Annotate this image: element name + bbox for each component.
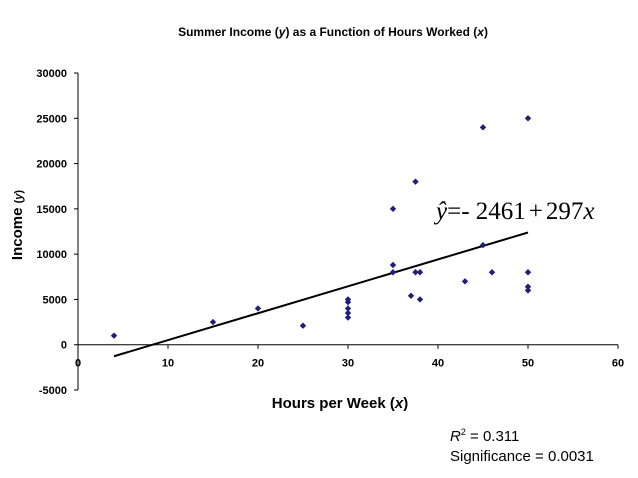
data-point bbox=[416, 296, 424, 303]
title-part-1: Summer Income ( bbox=[178, 25, 279, 39]
data-point bbox=[488, 269, 496, 276]
data-point bbox=[389, 261, 397, 269]
x-tick-label: 20 bbox=[252, 358, 264, 370]
data-point bbox=[412, 178, 419, 185]
y-tick-label: 10000 bbox=[36, 249, 67, 261]
x-tick-label: 60 bbox=[612, 358, 624, 370]
equation-coef: 297 bbox=[546, 198, 584, 225]
data-point bbox=[524, 287, 532, 294]
y-tick-label: 15000 bbox=[36, 204, 67, 216]
data-point bbox=[407, 292, 415, 300]
equation-var: x bbox=[582, 198, 594, 225]
data-point bbox=[461, 278, 469, 285]
title-y-var: y bbox=[278, 25, 287, 39]
data-point bbox=[110, 332, 118, 339]
r-squared: R2 = 0.311 bbox=[450, 422, 594, 447]
y-axis-label: Income (y) bbox=[9, 190, 26, 260]
xlabel-text: Hours per Week ( bbox=[272, 395, 395, 412]
x-tick-label: 0 bbox=[75, 358, 81, 370]
y-tick-label: 0 bbox=[61, 340, 67, 352]
title-part-2: ) as a Function of Hours Worked ( bbox=[285, 25, 477, 39]
data-point bbox=[344, 314, 352, 321]
data-point bbox=[416, 269, 424, 276]
x-tick-label: 10 bbox=[162, 358, 174, 370]
r2-value: = 0.311 bbox=[465, 428, 520, 445]
title-part-3: ) bbox=[484, 25, 488, 39]
data-point bbox=[344, 296, 352, 303]
equation-plus: + bbox=[529, 198, 543, 225]
tick-labels: -5000 0 5000 10000 15000 20000 25000 30000 0 10 20… bbox=[36, 68, 624, 397]
data-point bbox=[389, 205, 397, 213]
r2-sup: 2 bbox=[460, 427, 466, 437]
ylabel-y-var: y bbox=[13, 193, 25, 201]
data-point bbox=[524, 269, 532, 276]
xlabel-x-var: x bbox=[394, 395, 404, 412]
ylabel-text: Income bbox=[9, 203, 26, 260]
data-point bbox=[389, 269, 397, 276]
data-point bbox=[479, 124, 487, 131]
data-point bbox=[344, 309, 352, 317]
significance: Significance = 0.0031 bbox=[450, 448, 594, 465]
equation-lhs: ŷ bbox=[433, 198, 448, 225]
y-tick-label: -5000 bbox=[39, 385, 67, 397]
ylabel-open: ( bbox=[13, 199, 25, 203]
y-tick-label: 5000 bbox=[43, 294, 67, 306]
data-point bbox=[524, 115, 532, 122]
y-tick-label: 25000 bbox=[36, 113, 67, 125]
title-x-var: x bbox=[476, 25, 485, 39]
x-axis-label: Hours per Week (x) bbox=[272, 395, 408, 412]
stats-box: R2 = 0.311 Significance = 0.0031 bbox=[450, 422, 594, 467]
x-tick-label: 40 bbox=[432, 358, 444, 370]
data-point bbox=[299, 322, 307, 329]
data-point bbox=[344, 305, 352, 312]
equation-eq: =- 2461 bbox=[447, 198, 526, 225]
xlabel-close: ) bbox=[403, 395, 408, 412]
data-point bbox=[524, 283, 532, 290]
x-tick-label: 50 bbox=[522, 358, 534, 370]
ylabel-close: ) bbox=[13, 190, 25, 194]
chart-title: Summer Income (y) as a Function of Hours… bbox=[178, 25, 488, 39]
r2-label: R bbox=[450, 428, 461, 445]
y-tick-label: 30000 bbox=[36, 68, 67, 80]
regression-line bbox=[113, 231, 529, 358]
x-tick-label: 30 bbox=[342, 358, 354, 370]
data-points bbox=[110, 115, 532, 339]
data-point bbox=[479, 241, 487, 249]
axes bbox=[74, 72, 619, 391]
data-point bbox=[209, 318, 217, 326]
y-tick-label: 20000 bbox=[36, 159, 67, 171]
regression-equation: ŷ=- 2461 +297x bbox=[433, 198, 595, 225]
regression-line-group bbox=[113, 231, 529, 358]
data-point bbox=[412, 269, 419, 276]
data-point bbox=[254, 305, 262, 312]
